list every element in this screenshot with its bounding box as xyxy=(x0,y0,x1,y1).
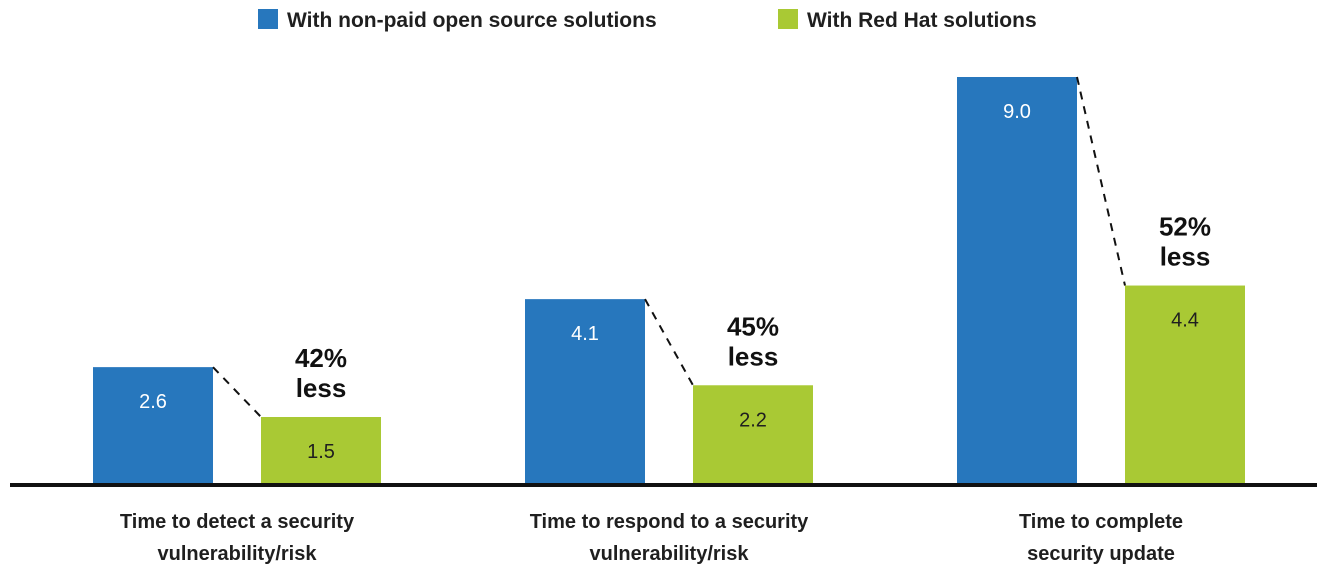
bar-2-series-1 xyxy=(525,299,645,485)
bar-1-series-2 xyxy=(261,417,381,485)
reduction-text-1: less xyxy=(296,373,347,403)
category-label-1-line-1: Time to detect a security xyxy=(120,511,355,533)
bar-3-series-1 xyxy=(957,77,1077,485)
legend-label-1: With non-paid open source solutions xyxy=(287,9,657,32)
category-label-2-line-2: vulnerability/risk xyxy=(590,543,750,565)
bar-2-series-2 xyxy=(693,385,813,485)
reduction-text-3: less xyxy=(1160,242,1211,272)
reduction-percent-1: 42% xyxy=(295,343,347,373)
value-label-3-1: 9.0 xyxy=(1003,101,1031,123)
bar-1-series-1 xyxy=(93,367,213,485)
legend: With non-paid open source solutions With … xyxy=(258,9,1037,32)
value-label-2-1: 4.1 xyxy=(571,323,599,345)
category-label-2-line-1: Time to respond to a security xyxy=(530,511,809,533)
category-label-3-line-1: Time to complete xyxy=(1019,511,1183,533)
value-label-1-2: 1.5 xyxy=(307,441,335,463)
bar-3-series-2 xyxy=(1125,285,1245,485)
connector-line-1 xyxy=(212,366,262,418)
legend-swatch-1 xyxy=(258,9,278,29)
value-label-1-1: 2.6 xyxy=(139,391,167,413)
category-label-1-line-2: vulnerability/risk xyxy=(158,543,318,565)
bars-layer xyxy=(93,77,1245,485)
connector-line-2 xyxy=(644,298,694,386)
legend-swatch-2 xyxy=(778,9,798,29)
connector-lines xyxy=(212,76,1126,418)
legend-label-2: With Red Hat solutions xyxy=(807,9,1037,32)
reduction-percent-3: 52% xyxy=(1159,212,1211,242)
value-label-2-2: 2.2 xyxy=(739,409,767,431)
reduction-percent-2: 45% xyxy=(727,311,779,341)
category-labels: Time to detect a security vulnerability/r… xyxy=(120,511,1183,565)
connector-line-3 xyxy=(1076,76,1126,286)
reduction-text-2: less xyxy=(728,341,779,371)
value-label-3-2: 4.4 xyxy=(1171,310,1199,332)
category-label-3-line-2: security update xyxy=(1027,543,1175,565)
